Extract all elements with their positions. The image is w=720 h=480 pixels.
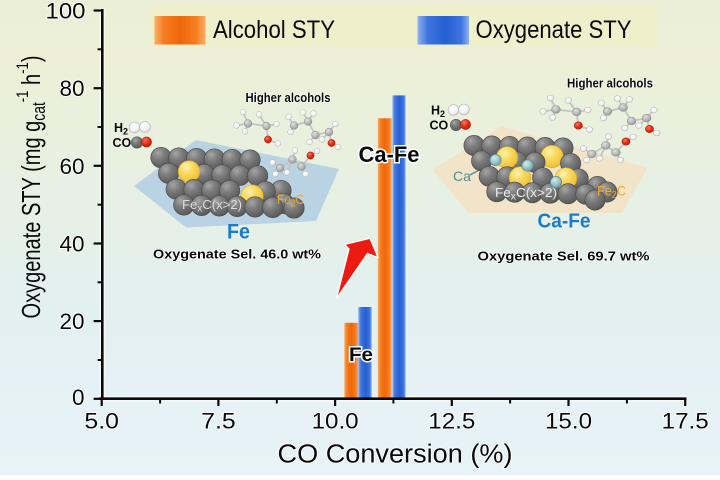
- svg-text:Fe2C: Fe2C: [597, 183, 626, 202]
- svg-text:Ca-Fe: Ca-Fe: [359, 142, 420, 167]
- svg-text:Fe: Fe: [349, 344, 373, 366]
- svg-text:CO Conversion (%): CO Conversion (%): [278, 441, 513, 469]
- svg-text:Ca-Fe: Ca-Fe: [538, 210, 591, 233]
- svg-text:10.0: 10.0: [312, 409, 359, 434]
- svg-text:Oxygenate Sel. 69.7 wt%: Oxygenate Sel. 69.7 wt%: [478, 249, 650, 264]
- svg-text:17.5: 17.5: [662, 409, 709, 434]
- svg-text:Ca: Ca: [453, 168, 471, 184]
- svg-text:CO: CO: [113, 136, 132, 150]
- svg-text:Oxygenate STY: Oxygenate STY: [476, 16, 632, 44]
- svg-text:Higher alcohols: Higher alcohols: [246, 90, 331, 105]
- svg-text:80: 80: [59, 76, 84, 101]
- svg-text:Fe: Fe: [227, 220, 250, 243]
- svg-text:100: 100: [46, 0, 86, 24]
- svg-text:Fe2C: Fe2C: [277, 191, 304, 210]
- svg-text:0: 0: [72, 385, 85, 410]
- svg-text:20: 20: [59, 309, 84, 334]
- svg-text:60: 60: [59, 154, 84, 179]
- svg-text:CO: CO: [430, 119, 449, 133]
- svg-text:5.0: 5.0: [84, 409, 119, 434]
- svg-text:40: 40: [59, 232, 84, 257]
- svg-text:FexC(x>2): FexC(x>2): [182, 197, 242, 215]
- svg-text:15.0: 15.0: [545, 409, 592, 434]
- svg-text:Higher alcohols: Higher alcohols: [567, 76, 653, 91]
- svg-text:Oxygenate Sel. 46.0 wt%: Oxygenate Sel. 46.0 wt%: [153, 246, 321, 261]
- svg-text:FexC(x>2): FexC(x>2): [495, 185, 557, 203]
- svg-text:7.5: 7.5: [201, 409, 236, 434]
- svg-text:12.5: 12.5: [428, 409, 475, 434]
- svg-text:Alcohol STY: Alcohol STY: [213, 16, 335, 44]
